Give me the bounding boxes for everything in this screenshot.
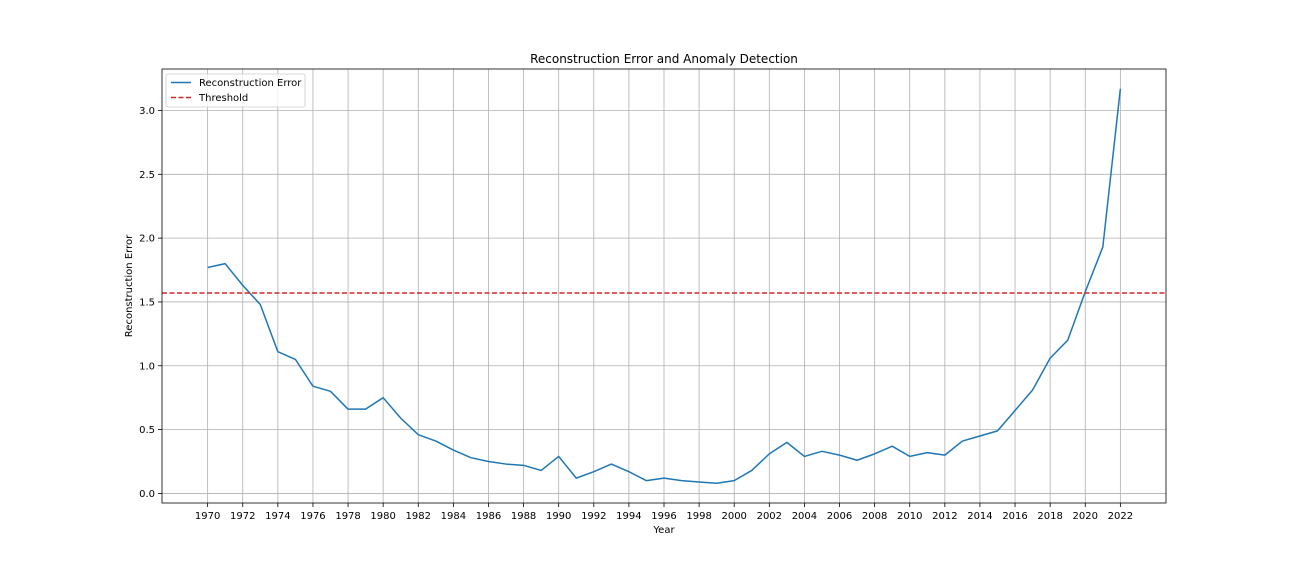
x-tick-label: 2018 <box>1037 511 1062 522</box>
x-tick-label: 1982 <box>406 511 431 522</box>
x-tick-label: 2000 <box>721 511 746 522</box>
y-tick-label: 2.5 <box>139 170 155 181</box>
x-tick-label: 2002 <box>757 511 782 522</box>
x-tick-label: 1976 <box>300 511 325 522</box>
legend-label-threshold: Threshold <box>198 93 248 104</box>
x-tick-label: 1992 <box>581 511 606 522</box>
x-tick-label: 1970 <box>195 511 220 522</box>
x-tick-label: 2012 <box>932 511 957 522</box>
y-tick-label: 0.5 <box>139 425 155 436</box>
x-tick-label: 2016 <box>1002 511 1027 522</box>
x-tick-label: 1972 <box>230 511 255 522</box>
x-tick-label: 2020 <box>1073 511 1098 522</box>
y-axis-label: Reconstruction Error <box>124 234 135 337</box>
y-tick-label: 3.0 <box>139 106 155 117</box>
y-tick-label: 1.5 <box>139 297 155 308</box>
x-tick-label: 1996 <box>651 511 676 522</box>
legend: Reconstruction Error Threshold <box>165 73 306 108</box>
x-tick-label: 2010 <box>897 511 922 522</box>
x-tick-label: 1998 <box>686 511 711 522</box>
x-axis-ticks: 1970 1972 1974 1976 1978 1980 1982 1984 1986 1988… <box>195 503 1133 522</box>
x-tick-label: 1978 <box>335 511 360 522</box>
plot-series <box>162 88 1166 484</box>
x-axis-label: Year <box>652 525 675 536</box>
y-tick-label: 2.0 <box>139 234 155 245</box>
legend-box <box>165 73 306 108</box>
x-tick-label: 1988 <box>511 511 536 522</box>
x-tick-label: 1994 <box>616 511 641 522</box>
x-tick-label: 2022 <box>1108 511 1133 522</box>
chart-title: Reconstruction Error and Anomaly Detecti… <box>530 52 798 66</box>
x-tick-label: 1984 <box>441 511 466 522</box>
grid <box>162 69 1166 503</box>
y-axis-ticks: 0.0 0.5 1.0 1.5 2.0 2.5 3.0 <box>139 106 162 500</box>
x-tick-label: 1990 <box>546 511 571 522</box>
x-tick-label: 1974 <box>265 511 290 522</box>
x-tick-label: 2008 <box>862 511 887 522</box>
x-tick-label: 1980 <box>370 511 395 522</box>
x-tick-label: 1986 <box>476 511 501 522</box>
y-tick-label: 1.0 <box>139 361 155 372</box>
reconstruction-error-line <box>207 88 1122 484</box>
legend-label-reconstruction-error: Reconstruction Error <box>199 78 302 89</box>
y-tick-label: 0.0 <box>139 489 155 500</box>
x-tick-label: 2006 <box>827 511 852 522</box>
x-tick-label: 2014 <box>967 511 992 522</box>
x-tick-label: 2004 <box>792 511 817 522</box>
